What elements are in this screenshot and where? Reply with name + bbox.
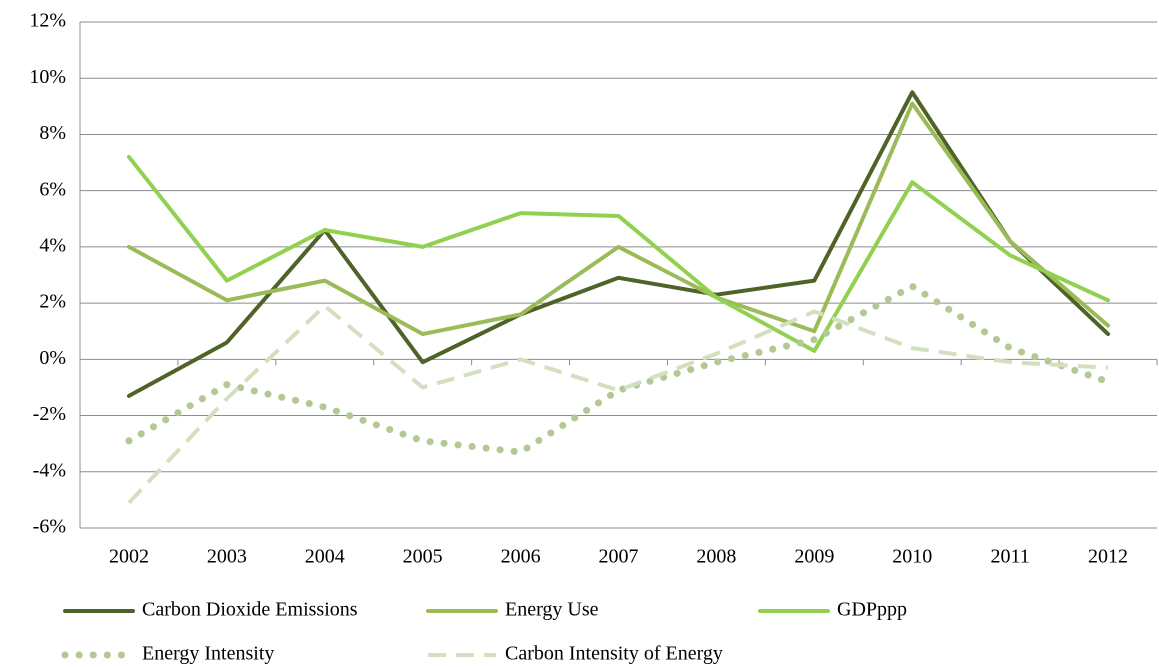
series-line (126, 90, 1111, 398)
y-tick-label: 4% (39, 234, 66, 256)
y-tick-label: -6% (33, 516, 66, 538)
x-tick-label: 2012 (1088, 546, 1128, 568)
legend-label: Energy Intensity (142, 643, 274, 665)
y-tick-label: 12% (29, 10, 66, 32)
y-tick-label: -2% (33, 403, 66, 425)
legend-label: Carbon Intensity of Energy (505, 643, 723, 665)
series-line (126, 154, 1111, 353)
y-tick-label: -4% (33, 459, 66, 481)
y-tick-label: 0% (39, 347, 66, 369)
x-tick-label: 2002 (109, 546, 149, 568)
x-tick-label: 2011 (991, 546, 1030, 568)
series-line (125, 282, 1112, 456)
series-line (127, 303, 1109, 505)
x-tick-label: 2009 (794, 546, 834, 568)
x-tick-label: 2010 (892, 546, 932, 568)
legend-label: Energy Use (505, 599, 599, 621)
y-tick-label: 8% (39, 122, 66, 144)
x-tick-label: 2006 (501, 546, 541, 568)
y-tick-label: 6% (39, 178, 66, 200)
x-tick-label: 2007 (599, 546, 639, 568)
x-tick-label: 2005 (403, 546, 443, 568)
legend-label: Carbon Dioxide Emissions (142, 599, 358, 621)
x-tick-label: 2003 (207, 546, 247, 568)
x-tick-label: 2004 (305, 546, 345, 568)
legend-label: GDPppp (837, 599, 907, 621)
y-tick-label: 10% (29, 66, 66, 88)
y-tick-label: 2% (39, 291, 66, 313)
series-line (126, 101, 1111, 337)
x-tick-label: 2008 (696, 546, 736, 568)
